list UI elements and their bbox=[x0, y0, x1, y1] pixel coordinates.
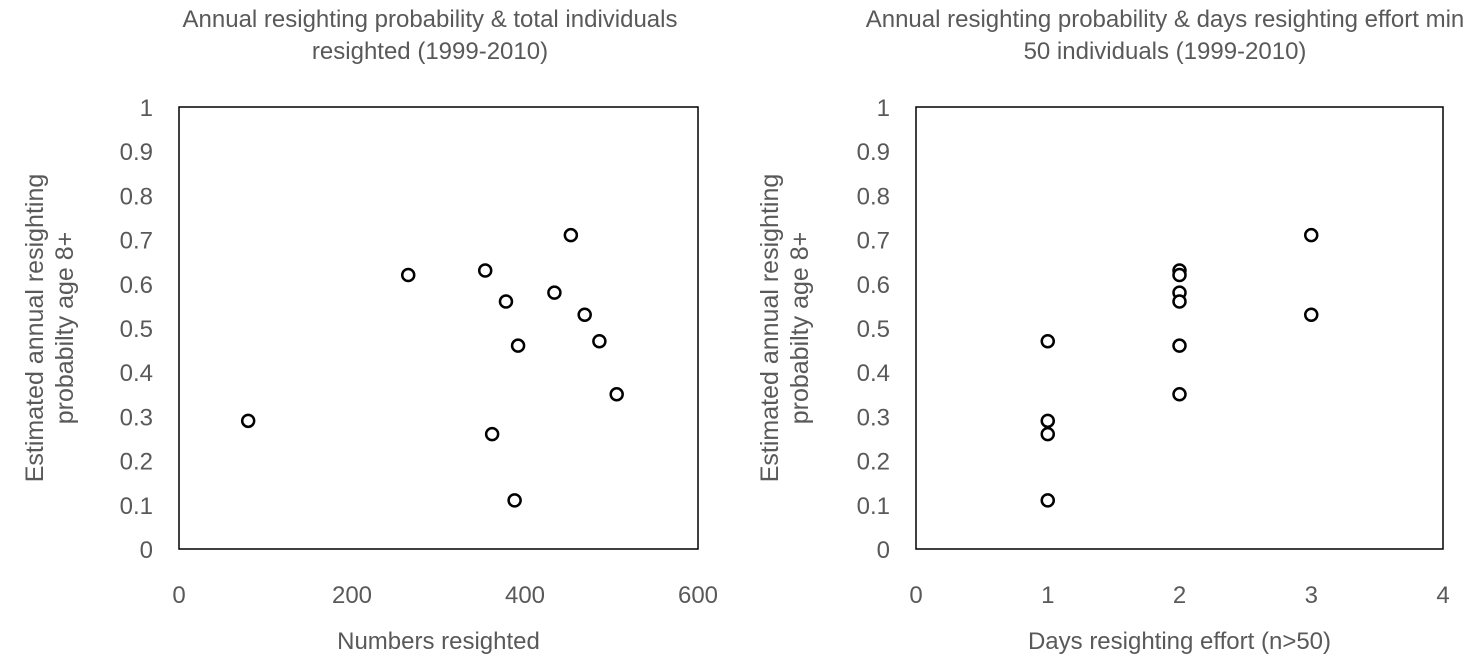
x-tick-label: 0 bbox=[172, 582, 185, 609]
y-axis-label: Estimated annual resighting probabilty a… bbox=[21, 173, 79, 483]
point bbox=[547, 285, 562, 300]
x-tick-label: 200 bbox=[332, 582, 372, 609]
point bbox=[240, 413, 256, 429]
x-tick-label: 3 bbox=[1305, 582, 1318, 609]
y-tick-label: 0.2 bbox=[120, 449, 153, 476]
y-axis-label: Estimated annual resighting probabilty a… bbox=[756, 173, 814, 483]
x-tick-label: 0 bbox=[909, 582, 922, 609]
y-tick-label: 1 bbox=[877, 95, 890, 122]
y-tick-label: 0.3 bbox=[857, 404, 890, 431]
point bbox=[1172, 267, 1187, 283]
point bbox=[1172, 294, 1187, 309]
y-tick-label: 0.4 bbox=[120, 360, 153, 387]
point bbox=[609, 387, 624, 402]
x-tick-label: 600 bbox=[678, 582, 718, 609]
y-tick-label: 0.9 bbox=[857, 139, 890, 166]
y-tick-label: 0.1 bbox=[857, 493, 890, 520]
point bbox=[510, 338, 526, 353]
point bbox=[498, 294, 514, 309]
y-tick-label: 0.6 bbox=[857, 272, 890, 299]
point bbox=[1304, 307, 1319, 322]
chart-title: Annual resighting probability & total in… bbox=[182, 6, 678, 65]
point bbox=[1172, 338, 1187, 353]
y-tick-label: 0.4 bbox=[857, 360, 890, 387]
point bbox=[400, 267, 416, 283]
x-tick-label: 400 bbox=[505, 582, 545, 609]
x-axis-label: Numbers resighted bbox=[337, 628, 540, 655]
y-tick-label: 0.5 bbox=[120, 316, 153, 343]
point bbox=[484, 426, 500, 442]
x-tick-label: 4 bbox=[1436, 582, 1449, 609]
y-tick-label: 0.5 bbox=[857, 316, 890, 343]
point bbox=[1304, 227, 1319, 243]
plot-area bbox=[915, 106, 1444, 550]
point bbox=[592, 334, 607, 349]
point bbox=[1040, 493, 1055, 508]
y-tick-label: 0 bbox=[140, 537, 153, 564]
point bbox=[1040, 413, 1055, 429]
y-tick-label: 0.3 bbox=[120, 404, 153, 431]
y-tick-label: 0.1 bbox=[120, 493, 153, 520]
x-tick-label: 1 bbox=[1041, 582, 1054, 609]
point bbox=[1040, 334, 1055, 349]
y-tick-label: 0.7 bbox=[857, 228, 890, 255]
point bbox=[1172, 387, 1187, 402]
point bbox=[577, 307, 592, 322]
y-tick-label: 0.6 bbox=[120, 272, 153, 299]
y-tick-label: 0.7 bbox=[120, 228, 153, 255]
point bbox=[477, 263, 493, 278]
point bbox=[1040, 426, 1055, 442]
plot-area bbox=[178, 106, 699, 550]
point bbox=[563, 227, 579, 243]
y-tick-label: 0 bbox=[877, 537, 890, 564]
x-axis-label: Days resighting effort (n>50) bbox=[1028, 628, 1331, 655]
y-tick-label: 1 bbox=[140, 95, 153, 122]
y-tick-label: 0.8 bbox=[857, 183, 890, 210]
y-tick-label: 0.2 bbox=[857, 449, 890, 476]
chart-title: Annual resighting probability & days res… bbox=[865, 6, 1463, 65]
y-tick-label: 0.8 bbox=[120, 183, 153, 210]
y-tick-label: 0.9 bbox=[120, 139, 153, 166]
x-tick-label: 2 bbox=[1173, 582, 1186, 609]
point bbox=[507, 493, 522, 508]
